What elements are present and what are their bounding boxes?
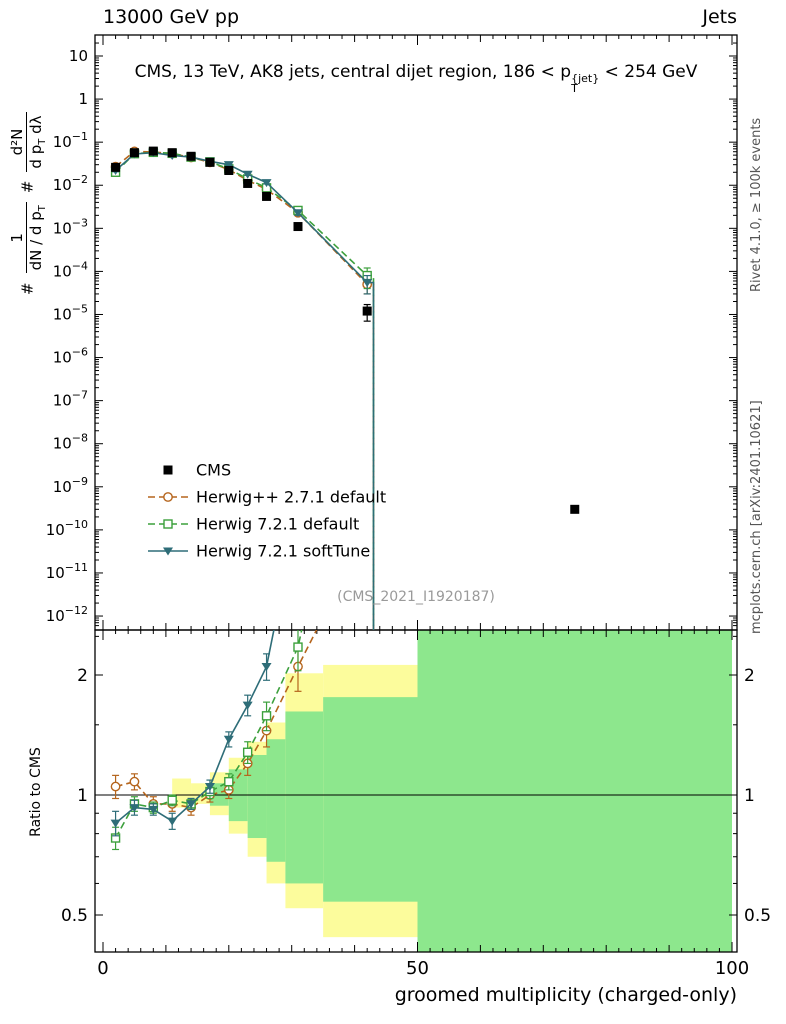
main-panel-frame — [94, 34, 738, 631]
x-axis-label: groomed multiplicity (charged-only) — [394, 984, 737, 1006]
svg-text:1: 1 — [77, 786, 88, 806]
svg-text:10−1: 10−1 — [53, 130, 88, 151]
svg-text:10−8: 10−8 — [53, 432, 88, 453]
svg-text:0: 0 — [97, 958, 108, 979]
main-y-axis-label: #1 dN / d pT # d²N d pT dλ — [8, 40, 48, 295]
main-series-herwig-7-2-1-default — [110, 147, 375, 630]
svg-text:Herwig 7.2.1 default: Herwig 7.2.1 default — [196, 515, 359, 534]
svg-text:10−3: 10−3 — [53, 216, 88, 237]
main-series-herwig-7-2-1-softtune — [110, 149, 375, 630]
beam-energy-label: 13000 GeV pp — [103, 6, 240, 28]
svg-text:10−10: 10−10 — [46, 518, 88, 539]
svg-text:10−2: 10−2 — [53, 173, 88, 194]
pt-jet-supsub: {jet} T — [571, 72, 600, 95]
svg-text:2: 2 — [744, 666, 755, 686]
svg-text:100: 100 — [715, 958, 749, 979]
svg-text:10−7: 10−7 — [53, 389, 88, 410]
svg-text:10−9: 10−9 — [53, 475, 88, 496]
svg-text:1: 1 — [78, 90, 88, 108]
svg-text:0.5: 0.5 — [61, 906, 88, 926]
plot-title: CMS, 13 TeV, AK8 jets, central dijet reg… — [134, 62, 698, 95]
svg-text:10−12: 10−12 — [46, 604, 88, 625]
main-series-cms — [111, 146, 580, 514]
svg-text:50: 50 — [406, 958, 429, 979]
plot-title-text: CMS, 13 TeV, AK8 jets, central dijet reg… — [134, 62, 572, 82]
svg-text:Herwig 7.2.1 softTune: Herwig 7.2.1 softTune — [196, 542, 370, 561]
svg-text:Herwig++ 2.7.1 default: Herwig++ 2.7.1 default — [196, 488, 386, 507]
mcplots-arxiv-note: mcplots.cern.ch [arXiv:2401.10621] — [749, 400, 764, 634]
process-group-label: Jets — [702, 6, 737, 28]
analysis-id-watermark: (CMS_2021_I1920187) — [337, 589, 495, 605]
main-series-herwig-2-7-1-default — [110, 146, 375, 630]
svg-text:10−6: 10−6 — [53, 346, 88, 367]
axis-ticks — [95, 35, 737, 952]
rivet-version-note: Rivet 4.1.0, ≥ 100k events — [749, 117, 764, 292]
svg-text:2: 2 — [77, 666, 88, 686]
svg-text:10−11: 10−11 — [46, 561, 88, 582]
ratio-uncertainty-bands — [172, 630, 732, 952]
ratio-series-herwig-7-2-1-softtune — [110, 630, 275, 837]
ratio-panel-frame — [94, 629, 738, 953]
svg-text:CMS: CMS — [196, 461, 231, 480]
svg-text:10−4: 10−4 — [53, 259, 88, 280]
axis-tick-labels: 10110−110−210−310−410−510−610−710−810−91… — [46, 47, 771, 979]
svg-text:1: 1 — [744, 786, 755, 806]
svg-text:10: 10 — [69, 47, 88, 65]
svg-text:10−5: 10−5 — [53, 302, 88, 323]
legend: CMS Herwig++ 2.7.1 default Herwig 7.2.1 de… — [148, 461, 386, 561]
svg-text:0.5: 0.5 — [744, 906, 771, 926]
ratio-y-axis-label: Ratio to CMS — [28, 747, 44, 837]
